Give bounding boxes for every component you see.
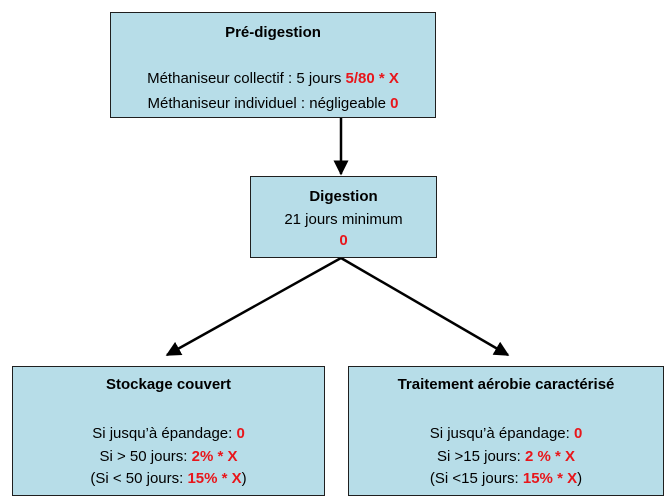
text: Si jusqu’à épandage: <box>429 425 574 442</box>
emphasis-text: 15% * X <box>522 470 578 487</box>
emphasis-text: 0 <box>390 95 399 112</box>
text: ) <box>241 470 247 487</box>
text: Si > 50 jours: <box>99 448 192 465</box>
arrow <box>340 256 510 357</box>
text: 21 jours minimum <box>284 211 403 228</box>
node-title: Pré-digestion <box>225 24 321 41</box>
node-line: Si jusqu’à épandage: 0 <box>13 425 324 443</box>
node-line: 21 jours minimum <box>251 211 436 229</box>
text: Méthaniseur collectif : 5 jours <box>147 70 346 87</box>
emphasis-text: 15% * X <box>187 470 242 487</box>
emphasis-text: 0 <box>573 425 583 442</box>
text: Si >15 jours: <box>437 448 525 465</box>
emphasis-text: 5/80 * X <box>345 70 399 87</box>
emphasis-text: 2 % * X <box>524 448 575 465</box>
arrow <box>165 256 342 357</box>
node-box: Stockage couvert Si jusqu’à épandage: 0 Si… <box>12 366 325 496</box>
text: ) <box>577 470 583 487</box>
text: Si jusqu’à épandage: <box>92 425 237 442</box>
node-box: Digestion 21 jours minimum 0 <box>250 176 437 258</box>
node-line: (Si < 50 jours: 15% * X) <box>13 470 324 488</box>
node-line: Méthaniseur individuel : négligeable 0 <box>111 95 435 113</box>
node-line: (Si <15 jours: 15% * X) <box>349 470 663 488</box>
text: (Si <15 jours: <box>429 470 523 487</box>
emphasis-text: 2% * X <box>191 448 238 465</box>
text: Méthaniseur individuel : négligeable <box>147 95 391 112</box>
emphasis-text: 0 <box>236 425 245 442</box>
node-title: Traitement aérobie caractérisé <box>397 376 615 393</box>
node-box: Traitement aérobie caractérisé Si jusqu’à… <box>348 366 664 496</box>
node-title: Stockage couvert <box>105 376 232 393</box>
node-line: Si >15 jours: 2 % * X <box>349 448 663 466</box>
node-line: 0 <box>251 232 436 250</box>
node-line: Si jusqu’à épandage: 0 <box>349 425 663 443</box>
node-line: Si > 50 jours: 2% * X <box>13 448 324 466</box>
text: (Si < 50 jours: <box>90 470 188 487</box>
emphasis-text: 0 <box>339 232 348 249</box>
node-title: Digestion <box>309 188 378 205</box>
node-line: Méthaniseur collectif : 5 jours 5/80 * X <box>111 70 435 88</box>
node-box: Pré-digestion Méthaniseur collectif : 5 j… <box>110 12 436 118</box>
